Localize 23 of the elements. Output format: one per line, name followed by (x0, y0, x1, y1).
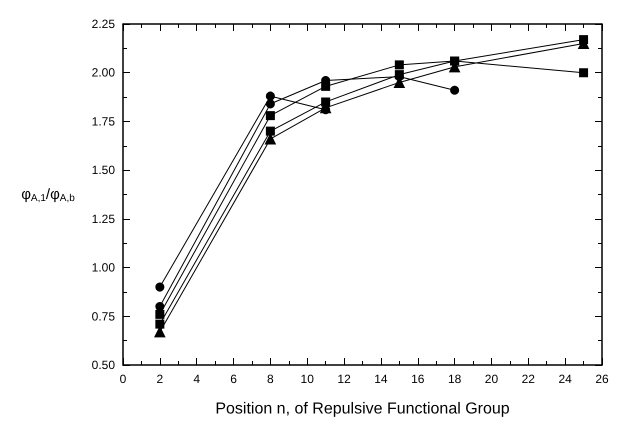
y-tick-label: 2.00 (92, 66, 116, 80)
x-tick-label: 22 (522, 372, 536, 386)
x-axis-title: Position n, of Repulsive Functional Group (215, 400, 510, 418)
y-tick-label: 1.50 (92, 163, 116, 178)
y-tick-label: 0.75 (92, 309, 116, 324)
y-tick-label: 2.25 (92, 17, 116, 31)
x-tick-label: 2 (156, 372, 164, 386)
x-tick-label: 26 (595, 372, 609, 386)
y-tick-label: 1.75 (92, 114, 116, 128)
y-tick-label: 0.50 (92, 358, 116, 372)
x-tick-label: 8 (267, 372, 274, 386)
x-tick-label: 10 (300, 372, 314, 386)
x-tick-label: 12 (337, 372, 352, 386)
x-tick-label: 24 (558, 372, 572, 386)
x-tick-label: 6 (230, 372, 238, 386)
x-tick-label: 0 (120, 372, 127, 386)
x-tick-label: 16 (411, 372, 425, 386)
x-tick-label: 20 (484, 372, 498, 386)
x-tick-label: 14 (374, 372, 388, 386)
y-tick-label: 1.00 (92, 260, 116, 275)
x-tick-label: 18 (448, 372, 462, 386)
x-tick-label: 4 (193, 372, 200, 386)
y-tick-label: 1.25 (92, 212, 116, 226)
